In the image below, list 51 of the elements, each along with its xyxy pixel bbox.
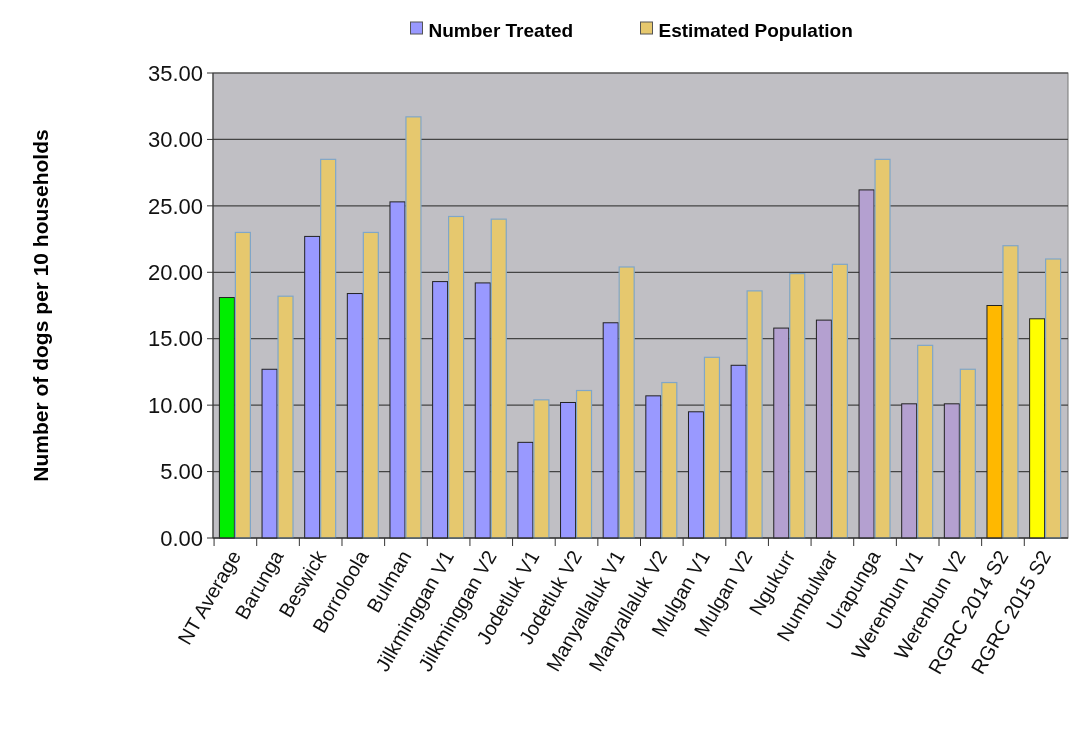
legend-label: Estimated Population	[658, 19, 853, 41]
bar	[320, 158, 337, 539]
bar	[277, 295, 294, 539]
bar	[602, 322, 619, 539]
bar	[618, 266, 635, 539]
bar	[1045, 258, 1062, 539]
bar	[986, 305, 1003, 539]
bar	[831, 263, 848, 539]
bar	[490, 218, 507, 539]
y-tick-label: 30.00	[147, 127, 203, 153]
bar	[661, 381, 678, 539]
bar	[432, 281, 449, 539]
bar	[687, 411, 704, 539]
legend-label: Number Treated	[428, 19, 574, 41]
y-tick-label: 10.00	[147, 392, 203, 418]
bar	[703, 356, 721, 539]
bar	[474, 282, 491, 539]
bar	[815, 319, 832, 539]
bar	[1002, 245, 1019, 539]
bar	[773, 327, 790, 539]
y-tick-label: 5.00	[160, 459, 203, 485]
bar	[746, 290, 763, 539]
bar	[304, 235, 321, 539]
bar	[789, 273, 806, 539]
bar	[533, 399, 550, 539]
bar	[917, 344, 934, 539]
bar	[858, 189, 875, 539]
y-tick-label: 15.00	[147, 326, 203, 352]
y-tick-label: 20.00	[147, 259, 203, 285]
bar	[517, 441, 534, 539]
bar	[943, 403, 960, 539]
bar	[405, 116, 422, 539]
y-axis-title: Number of dogs per 10 households	[29, 129, 52, 482]
bar	[730, 364, 747, 539]
bar	[645, 395, 662, 539]
bar	[218, 297, 235, 539]
bar	[560, 401, 577, 539]
bar	[389, 201, 406, 539]
bar	[362, 231, 379, 539]
y-tick-label: 35.00	[147, 60, 203, 86]
bar	[575, 389, 593, 539]
bar	[874, 158, 891, 539]
bar	[234, 231, 251, 539]
bar	[901, 403, 918, 539]
bar	[1029, 318, 1046, 539]
bar	[346, 293, 363, 539]
y-tick-label: 25.00	[147, 193, 203, 219]
bar	[448, 215, 465, 539]
bar	[959, 368, 976, 539]
y-tick-label: 0.00	[160, 525, 203, 551]
bar	[261, 368, 278, 539]
